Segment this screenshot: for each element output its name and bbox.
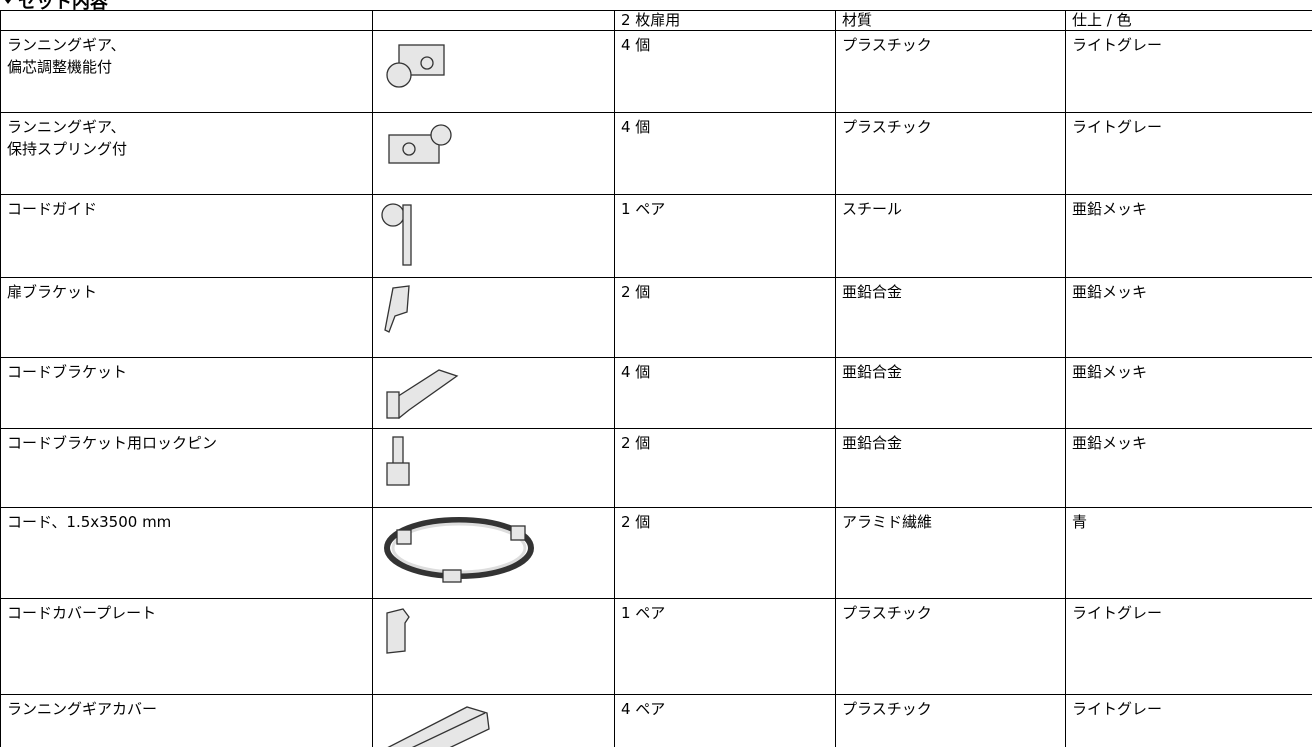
finish: ライトグレー <box>1065 112 1312 195</box>
item-name: コード、1.5x3500 mm <box>0 507 373 599</box>
part-illustration <box>388 124 452 164</box>
header-cell <box>372 10 615 31</box>
quantity: 2 個 <box>614 507 836 599</box>
header-cell: 2 枚扉用 <box>614 10 836 31</box>
part-illustration <box>386 44 445 88</box>
item-name: ランニングギア、 偏芯調整機能付 <box>0 30 373 113</box>
item-image <box>372 30 615 113</box>
item-image <box>372 694 615 747</box>
table-row: 扉ブラケット 2 個亜鉛合金 亜鉛メッキ <box>0 277 1312 358</box>
table-row: コードガイド 1 ペア スチール 亜鉛メッキ <box>0 194 1312 278</box>
item-name: コードカバープレート <box>0 598 373 695</box>
quantity: 4 個 <box>614 30 836 113</box>
item-name: コードガイド <box>0 194 373 278</box>
table-row: ランニングギア、 偏芯調整機能付 4 個プラスチック ライトグレー <box>0 30 1312 113</box>
item-image <box>372 428 615 508</box>
table-row: コードブラケット 4 個亜鉛合金 亜鉛メッキ <box>0 357 1312 429</box>
part-illustration <box>386 608 410 654</box>
item-name: ランニングギア、 保持スプリング付 <box>0 112 373 195</box>
part-illustration <box>384 517 534 583</box>
quantity: 4 個 <box>614 357 836 429</box>
table-row: コードカバープレート 1 ペア プラスチック ライトグレー <box>0 598 1312 695</box>
material: プラスチック <box>835 694 1066 747</box>
finish: ライトグレー <box>1065 30 1312 113</box>
header-cell: 仕上 / 色 <box>1065 10 1312 31</box>
quantity: 2 個 <box>614 428 836 508</box>
item-name: コードブラケット用ロックピン <box>0 428 373 508</box>
finish: 亜鉛メッキ <box>1065 357 1312 429</box>
header-cell: 材質 <box>835 10 1066 31</box>
material: プラスチック <box>835 112 1066 195</box>
material: 亜鉛合金 <box>835 277 1066 358</box>
header-row: 2 枚扉用 材質 仕上 / 色 <box>0 10 1312 31</box>
contents-table: 2 枚扉用 材質 仕上 / 色 ランニングギア、 偏芯調整機能付 4 個プラスチッ… <box>0 10 1312 747</box>
material: プラスチック <box>835 598 1066 695</box>
material: スチール <box>835 194 1066 278</box>
item-name: 扉ブラケット <box>0 277 373 358</box>
finish: ライトグレー <box>1065 694 1312 747</box>
header-cell <box>0 10 373 31</box>
item-image <box>372 277 615 358</box>
quantity: 1 ペア <box>614 598 836 695</box>
table-row: コード、1.5x3500 mm 2 個アラミド繊維青 <box>0 507 1312 599</box>
material: プラスチック <box>835 30 1066 113</box>
item-image <box>372 194 615 278</box>
part-illustration <box>386 369 459 419</box>
part-illustration <box>381 203 412 266</box>
item-name: コードブラケット <box>0 357 373 429</box>
quantity: 1 ペア <box>614 194 836 278</box>
quantity: 2 個 <box>614 277 836 358</box>
material: 亜鉛合金 <box>835 357 1066 429</box>
material: アラミド繊維 <box>835 507 1066 599</box>
item-image <box>372 507 615 599</box>
material: 亜鉛合金 <box>835 428 1066 508</box>
table-row: ランニングギア、 保持スプリング付 4 個プラスチック ライトグレー <box>0 112 1312 195</box>
finish: 亜鉛メッキ <box>1065 428 1312 508</box>
quantity: 4 個 <box>614 112 836 195</box>
item-image <box>372 598 615 695</box>
part-illustration <box>384 285 410 333</box>
item-image <box>372 112 615 195</box>
item-image <box>372 357 615 429</box>
title-marker <box>2 0 14 4</box>
finish: ライトグレー <box>1065 598 1312 695</box>
finish: 亜鉛メッキ <box>1065 277 1312 358</box>
finish: 亜鉛メッキ <box>1065 194 1312 278</box>
table-row: コードブラケット用ロックピン 2 個亜鉛合金 亜鉛メッキ <box>0 428 1312 508</box>
part-illustration <box>387 706 490 747</box>
finish: 青 <box>1065 507 1312 599</box>
quantity: 4 ペア <box>614 694 836 747</box>
section-title: セット内容 <box>18 0 108 13</box>
part-illustration <box>386 436 410 486</box>
table-row: ランニングギアカバー 4 ペア プラスチック ライトグレー <box>0 694 1312 747</box>
item-name: ランニングギアカバー <box>0 694 373 747</box>
